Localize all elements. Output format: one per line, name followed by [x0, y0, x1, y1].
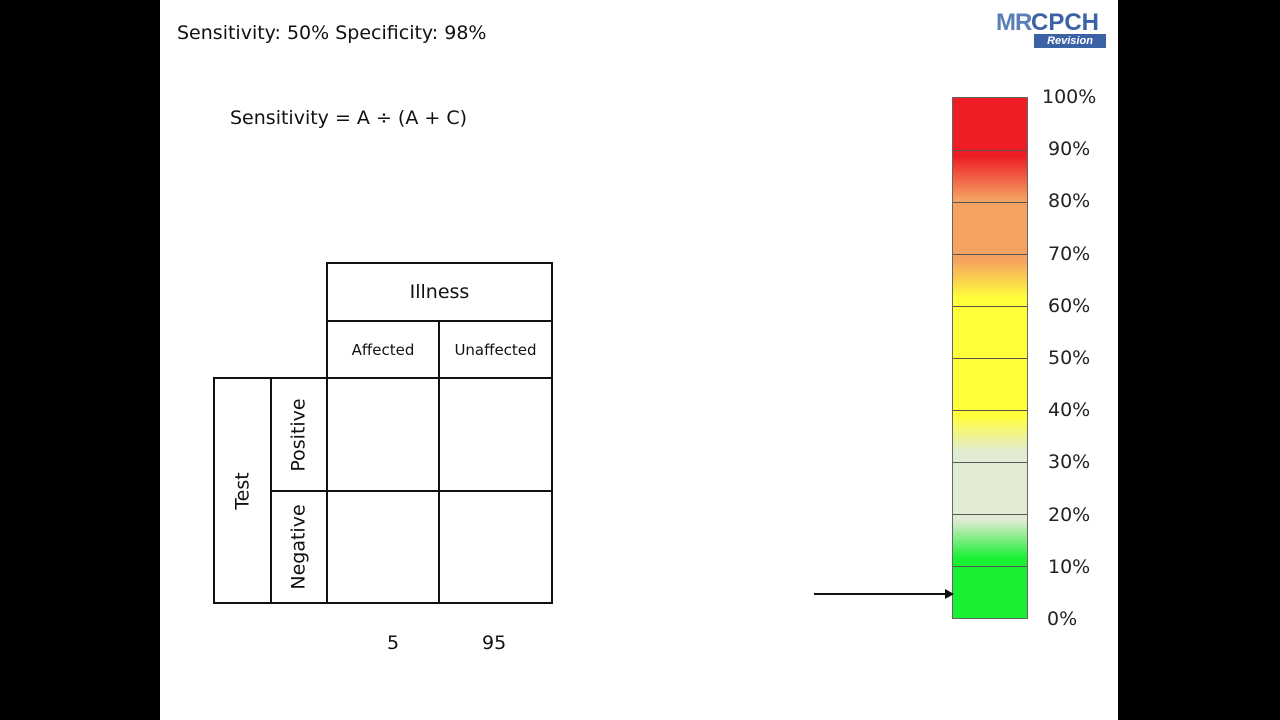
cell-a — [326, 377, 440, 492]
row-header-positive: Positive — [270, 377, 328, 492]
scale-label: 40% — [1048, 399, 1091, 422]
header-stats: Sensitivity: 50% Specificity: 98% — [177, 22, 487, 44]
sensitivity-formula: Sensitivity = A ÷ (A + C) — [230, 107, 467, 129]
logo-cpch: CPCH — [1031, 9, 1100, 36]
illness-header: Illness — [326, 262, 553, 322]
col-unaffected-label: Unaffected — [454, 340, 537, 359]
total-unaffected: 95 — [482, 632, 507, 654]
col-header-unaffected: Unaffected — [438, 320, 553, 379]
illness-label: Illness — [409, 281, 470, 303]
scale-label: 0% — [1047, 608, 1078, 630]
scale-label: 90% — [1048, 138, 1091, 161]
band-30-40 — [953, 410, 1027, 462]
scale-label: 100% — [1042, 86, 1097, 108]
scale-label: 50% — [1048, 347, 1091, 369]
logo-revision: Revision — [1034, 34, 1106, 48]
band-10-20 — [953, 514, 1027, 566]
band-50-60 — [953, 306, 1027, 358]
cell-d — [438, 490, 553, 604]
scale-label: 30% — [1048, 451, 1091, 474]
row-positive-label: Positive — [288, 397, 310, 472]
col-header-affected: Affected — [326, 320, 440, 379]
scale-label: 10% — [1048, 555, 1091, 578]
scale-label: 70% — [1048, 242, 1091, 265]
logo-mr: MR — [996, 9, 1032, 36]
probability-scale — [952, 97, 1028, 619]
total-affected: 5 — [387, 632, 400, 654]
band-40-50 — [953, 358, 1027, 410]
logo: MR CPCH Revision — [996, 9, 1108, 49]
band-80-90 — [953, 150, 1027, 202]
slide: Sensitivity: 50% Specificity: 98% MR CPC… — [160, 0, 1118, 720]
band-20-30 — [953, 462, 1027, 514]
band-90-100 — [953, 98, 1027, 150]
scale-label: 20% — [1048, 503, 1091, 526]
row-negative-label: Negative — [288, 504, 310, 590]
band-70-80 — [953, 202, 1027, 254]
test-label: Test — [231, 471, 254, 510]
col-affected-label: Affected — [351, 340, 415, 359]
indicator-arrow-icon — [814, 589, 954, 599]
row-header-negative: Negative — [270, 490, 328, 604]
band-0-10 — [953, 566, 1027, 618]
scale-label: 60% — [1048, 294, 1091, 317]
cell-c — [326, 490, 440, 604]
band-60-70 — [953, 254, 1027, 306]
test-header: Test — [213, 377, 272, 604]
scale-label: 80% — [1048, 190, 1091, 213]
cell-b — [438, 377, 553, 492]
